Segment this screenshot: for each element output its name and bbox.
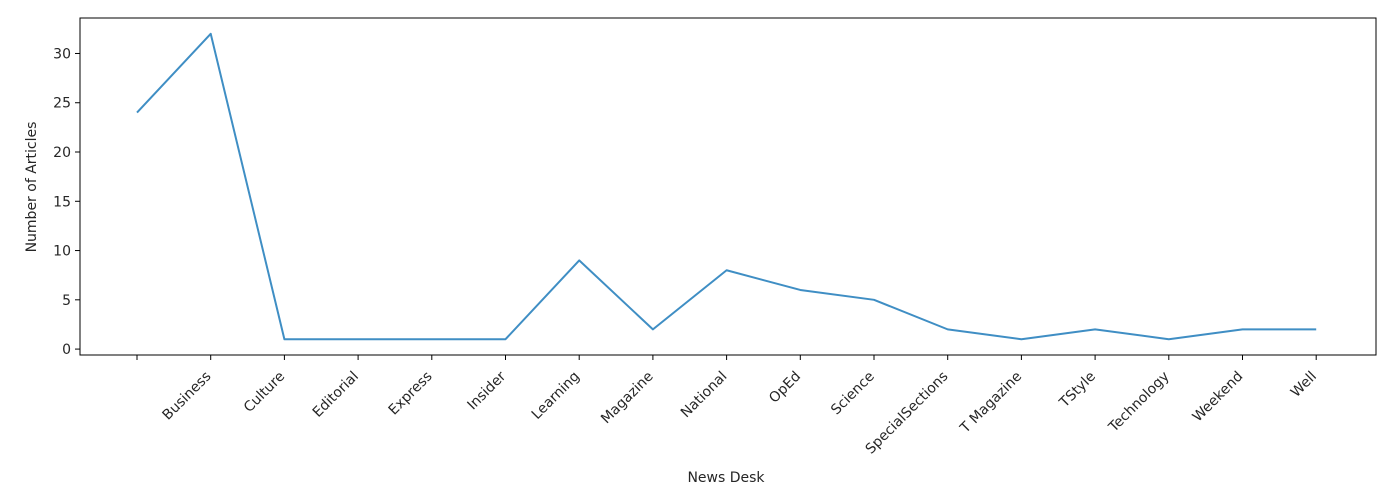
x-tick-label: Express <box>386 369 436 419</box>
y-tick-label: 30 <box>53 46 71 62</box>
y-tick-label: 10 <box>53 244 71 260</box>
x-tick-label: Business <box>160 369 215 424</box>
x-tick-label: Magazine <box>598 369 657 428</box>
x-tick-label: TStyle <box>1056 369 1099 412</box>
x-tick-label: OpEd <box>766 369 804 407</box>
ticks-layer: 0 5 10 15 20 25 30 Business Culture Editorial Expr… <box>53 46 1320 457</box>
x-tick-label: Insider <box>464 368 509 413</box>
y-tick-label: 15 <box>53 194 71 210</box>
x-tick-label: Technology <box>1105 369 1172 436</box>
y-tick-label: 25 <box>53 96 71 112</box>
x-tick-label: T Magazine <box>957 369 1025 437</box>
x-tick-label: Science <box>828 369 878 419</box>
series-line <box>136 32 1317 341</box>
x-tick-label: SpecialSections <box>863 369 952 458</box>
x-tick-label: Well <box>1288 369 1320 401</box>
x-axis-label: News Desk <box>687 470 765 486</box>
y-tick-label: 0 <box>62 342 71 358</box>
y-tick-label: 20 <box>53 145 71 161</box>
plot-frame <box>79 17 1377 356</box>
x-tick-label: Weekend <box>1190 369 1247 426</box>
y-tick-label: 5 <box>62 293 71 309</box>
y-axis-label: Number of Articles <box>24 122 40 253</box>
series-layer <box>136 32 1317 341</box>
x-tick-label: Learning <box>529 369 583 423</box>
x-tick-label: National <box>678 369 731 422</box>
x-tick-label: Culture <box>241 369 288 416</box>
x-tick-label: Editorial <box>310 369 362 421</box>
